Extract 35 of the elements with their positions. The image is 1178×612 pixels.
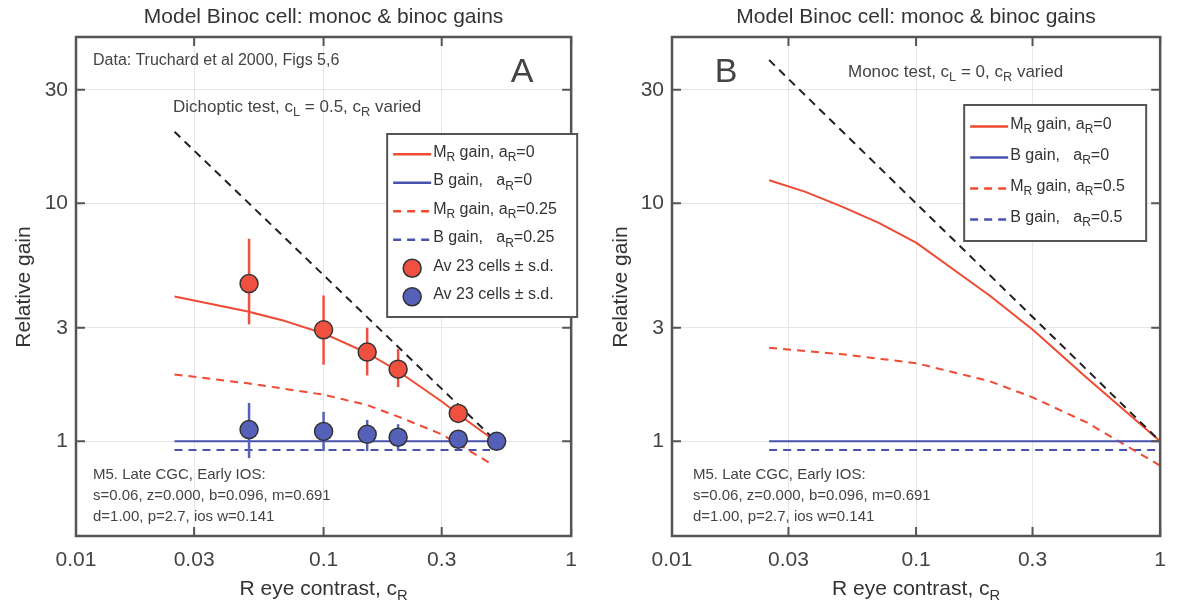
- x-tick-label: 0.3: [427, 547, 457, 571]
- annotation: Data: Truchard et al 2000, Figs 5,6: [93, 51, 340, 69]
- legend-label: Av 23 cells ± s.d.: [433, 256, 554, 274]
- x-tick-label: 0.01: [55, 547, 97, 571]
- x-axis-title: R eye contrast, c$_{R}$: [238, 576, 409, 604]
- y-tick-label: 10: [640, 190, 664, 214]
- x-tick-label: 1: [565, 547, 577, 571]
- legend-label: Av 23 cells ± s.d.: [433, 285, 554, 303]
- x-tick-label: 0.3: [1017, 547, 1048, 571]
- annotation: d=1.00, p=2.7, ios w=0.141: [93, 507, 275, 525]
- annotation: s=0.06, z=0.000, b=0.096, m=0.691: [93, 486, 331, 504]
- chart-title: Model Binoc cell: monoc & binoc gains: [142, 4, 505, 28]
- x-tick-label: 0.1: [901, 547, 931, 571]
- chart-title: Model Binoc cell: monoc & binoc gains: [735, 4, 1097, 28]
- annotation: d=1.00, p=2.7, ios w=0.141: [693, 507, 875, 525]
- annotation: B: [714, 51, 738, 90]
- x-tick-label: 0.03: [768, 547, 809, 571]
- x-axis-title: R eye contrast, c$_{R}$: [831, 576, 1002, 604]
- x-tick-label: 0.1: [308, 547, 339, 571]
- y-tick-label: 1: [652, 428, 664, 452]
- x-tick-label: 0.01: [651, 547, 693, 571]
- y-axis-title: Relative gain: [607, 225, 632, 348]
- annotation: s=0.06, z=0.000, b=0.096, m=0.691: [693, 486, 931, 504]
- y-tick-label: 30: [44, 76, 68, 100]
- annotation: M5. Late CGC, Early IOS:: [693, 465, 866, 483]
- y-tick-label: 30: [640, 76, 664, 100]
- annotation: M5. Late CGC, Early IOS:: [93, 465, 266, 483]
- y-tick-label: 3: [56, 314, 68, 338]
- x-tick-label: 1: [1154, 547, 1166, 571]
- y-axis-title: Relative gain: [10, 225, 35, 348]
- y-tick-label: 10: [44, 190, 68, 214]
- annotation: A: [510, 51, 534, 90]
- y-tick-label: 3: [652, 314, 664, 338]
- y-tick-label: 1: [56, 428, 68, 452]
- x-tick-label: 0.03: [173, 547, 215, 571]
